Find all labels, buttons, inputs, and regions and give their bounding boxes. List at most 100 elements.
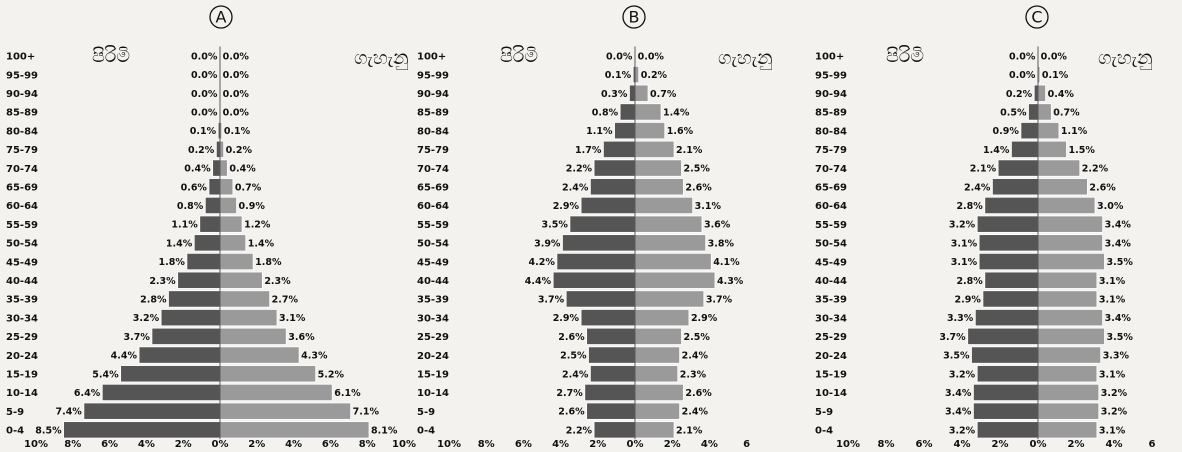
age-group-label: 50-54 — [815, 239, 847, 250]
male-value-label: 2.8% — [956, 276, 983, 287]
female-bar — [219, 140, 225, 158]
female-value-label: 0.0% — [1041, 51, 1068, 62]
x-tick-label: 10% — [24, 439, 48, 450]
male-bar — [186, 252, 221, 271]
male-value-label: 0.5% — [1000, 107, 1027, 118]
female-bar — [219, 346, 300, 364]
female-value-label: 4.1% — [713, 257, 740, 268]
age-group-label: 5-9 — [417, 407, 435, 418]
female-bar — [219, 327, 287, 345]
female-value-label: 0.1% — [224, 126, 251, 137]
age-group-label: 80-84 — [6, 126, 38, 137]
age-group-label: 70-74 — [417, 164, 449, 175]
age-group-label: 5-9 — [6, 407, 24, 418]
female-bar — [634, 402, 681, 420]
age-group-label: 30-34 — [815, 313, 847, 324]
male-bar — [982, 290, 1039, 308]
female-bar — [219, 159, 228, 177]
x-tick-label: 2% — [1068, 439, 1085, 450]
female-bar — [1037, 309, 1103, 327]
male-value-label: 0.0% — [191, 89, 218, 100]
age-group-label: 45-49 — [6, 257, 38, 268]
female-bar — [1037, 122, 1060, 140]
male-bar — [971, 346, 1039, 364]
female-value-label: 1.5% — [1069, 145, 1096, 156]
female-value-label: 1.6% — [667, 126, 694, 137]
age-group-label: 0-4 — [815, 426, 833, 437]
male-bar — [562, 234, 636, 252]
female-value-label: 2.3% — [264, 276, 291, 287]
x-tick-label: 4% — [285, 439, 302, 450]
female-bar — [1037, 421, 1098, 439]
x-tick-label: 0% — [212, 439, 229, 450]
male-value-label: 2.8% — [956, 201, 983, 212]
male-value-label: 1.4% — [166, 238, 193, 249]
male-value-label: 1.1% — [586, 126, 613, 137]
female-value-label: 3.8% — [708, 238, 735, 249]
female-value-label: 2.9% — [691, 313, 718, 324]
female-bar — [219, 215, 243, 233]
age-group-label: 25-29 — [6, 332, 38, 343]
male-bar — [629, 84, 636, 102]
male-value-label: 1.8% — [159, 257, 186, 268]
female-value-label: 3.6% — [288, 332, 315, 343]
female-bar — [634, 178, 684, 196]
male-bar — [160, 309, 221, 327]
age-group-label: 35-39 — [6, 295, 38, 306]
female-value-label: 3.1% — [1099, 369, 1126, 380]
male-value-label: 7.4% — [55, 407, 82, 418]
male-value-label: 3.2% — [949, 220, 976, 231]
female-value-label: 5.2% — [318, 369, 345, 380]
male-value-label: 2.6% — [558, 332, 585, 343]
panel-label-text: C — [1031, 8, 1042, 27]
age-group-label: 75-79 — [417, 145, 449, 156]
age-group-label: 0-4 — [6, 426, 24, 437]
x-tick-label: 8% — [478, 439, 495, 450]
x-tick-label: 10% — [392, 439, 416, 450]
female-bar — [1037, 252, 1105, 271]
male-value-label: 2.8% — [140, 294, 167, 305]
age-group-label: 70-74 — [815, 164, 847, 175]
male-bar — [614, 122, 636, 140]
male-bar — [151, 327, 221, 345]
male-value-label: 1.4% — [983, 145, 1010, 156]
male-bar — [974, 309, 1039, 327]
male-value-label: 0.0% — [1009, 51, 1036, 62]
female-value-label: 3.1% — [1099, 425, 1126, 436]
age-group-label: 40-44 — [6, 276, 38, 287]
x-tick-label: 2% — [664, 439, 681, 450]
female-bar — [219, 309, 278, 327]
male-value-label: 0.1% — [190, 126, 217, 137]
male-value-label: 0.0% — [191, 107, 218, 118]
x-tick-label: 2% — [175, 439, 192, 450]
x-tick-label: 6% — [322, 439, 339, 450]
male-heading: පිරිමි — [886, 45, 924, 67]
female-bar — [634, 327, 682, 345]
male-bar — [978, 252, 1039, 271]
male-value-label: 2.9% — [553, 313, 580, 324]
female-value-label: 0.1% — [1042, 70, 1069, 81]
x-tick-label: 0% — [1030, 439, 1047, 450]
age-group-label: 95-99 — [417, 70, 449, 81]
x-tick-label: 4% — [954, 439, 971, 450]
female-heading: ගැහැනු — [1098, 47, 1153, 70]
x-tick-label: 2% — [589, 439, 606, 450]
female-bar — [634, 215, 703, 233]
age-group-label: 85-89 — [815, 108, 847, 119]
female-value-label: 0.0% — [223, 51, 250, 62]
male-heading: පිරිමි — [500, 45, 538, 67]
male-bar — [976, 215, 1039, 233]
male-value-label: 2.5% — [560, 351, 587, 362]
female-bar — [1037, 402, 1100, 420]
female-bar — [634, 234, 707, 252]
x-tick-label: 10% — [836, 439, 860, 450]
female-value-label: 3.1% — [1099, 294, 1126, 305]
age-group-label: 50-54 — [6, 239, 38, 250]
panel-label-badge: B — [622, 5, 646, 29]
x-tick-label: 6 — [1149, 439, 1156, 450]
female-value-label: 2.2% — [1082, 164, 1109, 175]
female-value-label: 0.0% — [223, 70, 250, 81]
female-value-label: 0.2% — [226, 145, 253, 156]
age-group-label: 5-9 — [815, 407, 833, 418]
